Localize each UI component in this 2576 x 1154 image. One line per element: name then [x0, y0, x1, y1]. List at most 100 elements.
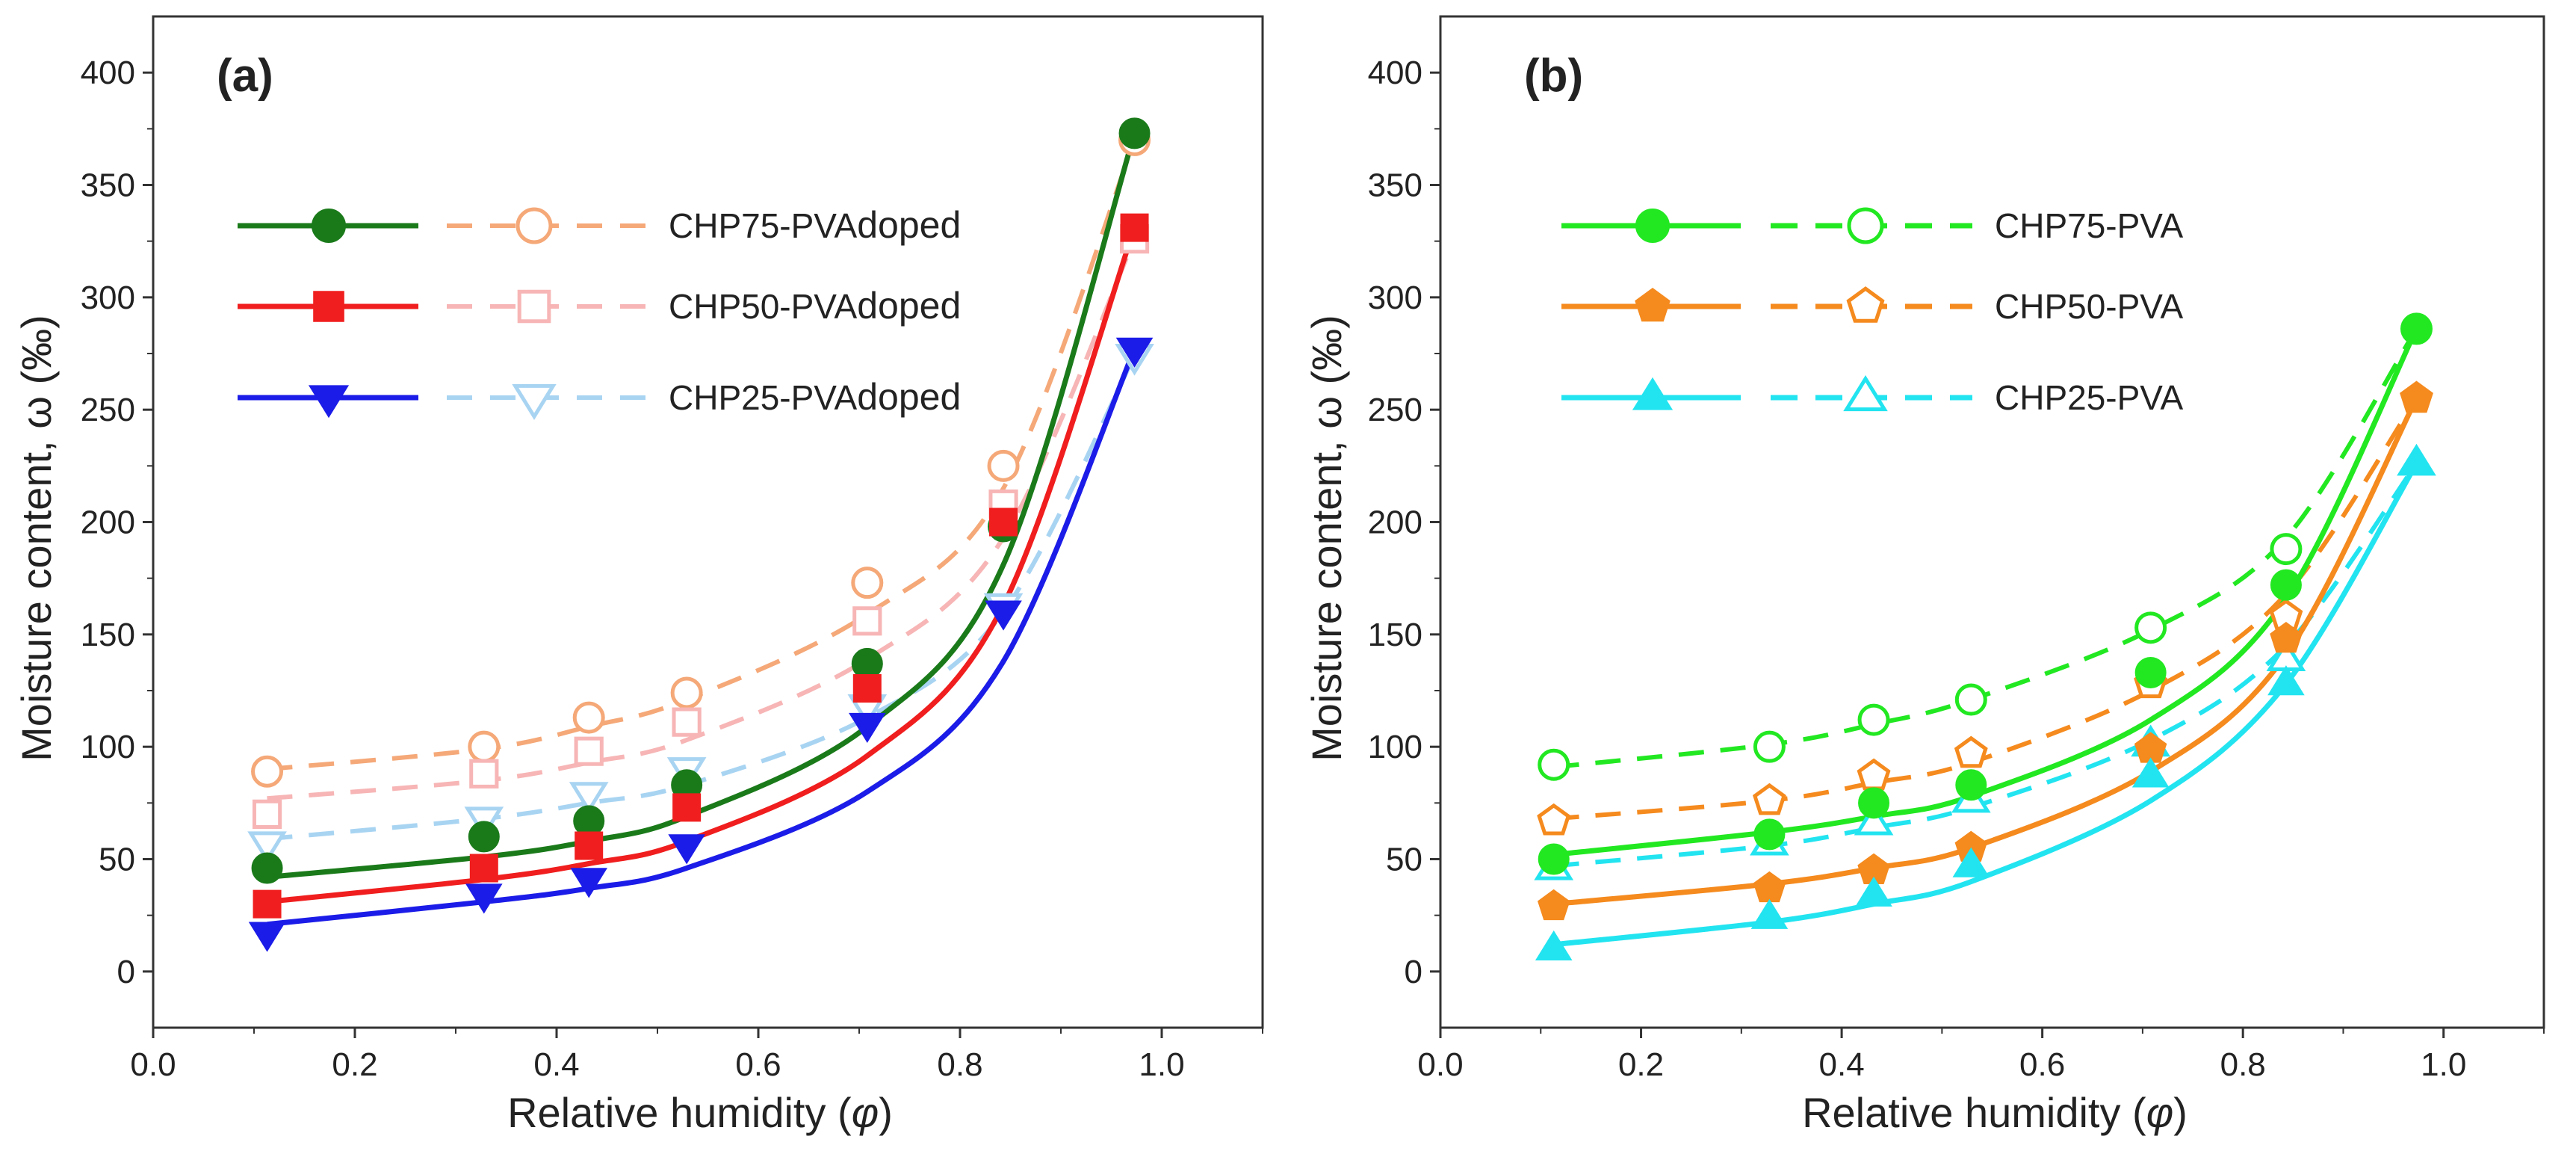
- panel-a-point-dashed-1: [253, 757, 282, 786]
- panel-a-point-solid-1: [574, 806, 604, 836]
- panel-b-xlabel-close: ): [2173, 1089, 2188, 1136]
- panel-a-point-solid-1: [253, 854, 282, 883]
- panel-a-point-dashed-2: [254, 801, 279, 827]
- legend-a-label-2: CHP50-PVAdoped: [669, 285, 961, 327]
- panel-b-xtick-label: 0.4: [1819, 1046, 1865, 1083]
- legend-a-label-2-suffix: doped: [857, 285, 961, 327]
- panel-b-xtick-label: 0.8: [2220, 1046, 2266, 1083]
- panel-a-ytick-label: 100: [81, 729, 135, 765]
- legend-b-label-3: CHP25-PVA: [1995, 378, 2184, 417]
- panel-a-label: (a): [217, 50, 273, 102]
- legend-b-marker-solid-1: [1636, 209, 1669, 242]
- panel-a-ytick-label: 300: [81, 280, 135, 316]
- panel-b-point-dashed-1: [1957, 685, 1985, 714]
- panel-b-point-solid-1: [2136, 658, 2166, 688]
- panel-a-ytick-label: 50: [99, 842, 135, 878]
- panel-b-xtick-label: 0.6: [2019, 1046, 2065, 1083]
- panel-a-point-dashed-2: [674, 709, 699, 735]
- panel-a-point-solid-1: [469, 821, 499, 851]
- legend-b-marker-solid-shape-1: [1636, 209, 1669, 242]
- panel-a-ytick-label: 400: [81, 55, 135, 91]
- panel-b-ytick-label: 150: [1368, 617, 1422, 653]
- legend-a-marker-solid-1: [312, 209, 345, 242]
- panel-b-ytick-label: 350: [1368, 167, 1422, 204]
- panel-a-xlabel-main: Relative humidity (: [507, 1089, 852, 1136]
- legend-a-marker-dashed-1: [518, 209, 551, 242]
- panel-b-ytick-label: 0: [1405, 954, 1422, 990]
- panel-a-point-solid-1: [1120, 118, 1150, 148]
- legend-a-label-1-main: CHP75-PVA: [669, 206, 858, 245]
- legend-b-label-1: CHP75-PVA: [1995, 206, 2184, 245]
- panel-b-ytick-label: 50: [1386, 842, 1422, 878]
- legend-b-row-1: CHP75-PVA: [1561, 206, 2184, 245]
- panel-a-point-solid-1: [852, 649, 882, 679]
- panel-a-point-dashed-1: [672, 679, 701, 707]
- legend-a-marker-solid-2: [314, 291, 344, 321]
- legend-b-marker-dashed-1: [1849, 209, 1882, 242]
- panel-b-label: (b): [1524, 50, 1583, 102]
- panel-a-ylabel: Moisture content, ω (‰): [13, 315, 60, 762]
- figure: Moisture content, ω (‰) (a) Relative hum…: [0, 0, 2576, 1154]
- legend-a-marker-dashed-shape-1: [518, 209, 551, 242]
- panel-a-xtick-label: 1.0: [1139, 1046, 1184, 1083]
- panel-b-ytick-label: 300: [1368, 280, 1422, 316]
- panel-b-point-solid-1: [2271, 570, 2301, 600]
- panel-a-ytick-label: 350: [81, 167, 135, 204]
- panel-b-ytick-label: 200: [1368, 505, 1422, 541]
- panel-b-ylabel: Moisture content, ω (‰): [1303, 315, 1350, 762]
- legend-b-label-2: CHP50-PVA: [1995, 287, 2184, 326]
- panel-a-point-dashed-1: [470, 732, 498, 761]
- panel-a-point-solid-2: [575, 832, 602, 859]
- panel-a-ytick-label: 150: [81, 617, 135, 653]
- panel-a-ylabel-text: Moisture content, ω (‰): [13, 315, 60, 762]
- panel-b-ylabel-text: Moisture content, ω (‰): [1303, 315, 1350, 762]
- figure-background: [0, 0, 2576, 1154]
- panel-b-point-dashed-1: [2272, 535, 2300, 564]
- panel-a-point-solid-2: [990, 509, 1017, 536]
- legend-a-marker-solid-shape-1: [312, 209, 345, 242]
- panel-b-xtick-label: 0.0: [1417, 1046, 1463, 1083]
- panel-a-xtick-label: 0.6: [735, 1046, 781, 1083]
- panel-b-ytick-label: 400: [1368, 55, 1422, 91]
- panel-b-point-dashed-1: [1540, 750, 1568, 779]
- panel-b-xlabel: Relative humidity (φ): [1802, 1089, 2188, 1136]
- legend-a-marker-dashed-shape-2: [519, 291, 549, 321]
- legend-a-label-1-suffix: doped: [857, 204, 961, 246]
- panel-a-ytick-label: 250: [81, 392, 135, 428]
- panel-a-point-dashed-1: [989, 451, 1018, 480]
- panel-b-point-solid-1: [1859, 788, 1889, 818]
- panel-a-xtick-label: 0.8: [937, 1046, 982, 1083]
- panel-a-xtick-label: 0.4: [533, 1046, 579, 1083]
- legend-a-label-3: CHP25-PVAdoped: [669, 376, 961, 418]
- panel-b-xlabel-main: Relative humidity (: [1802, 1089, 2146, 1136]
- panel-a-point-solid-2: [854, 675, 881, 702]
- legend-b-marker-dashed-shape-1: [1849, 209, 1882, 242]
- panel-a-xtick-label: 0.2: [332, 1046, 377, 1083]
- legend-b-row-2: CHP50-PVA: [1561, 287, 2184, 326]
- panel-a-point-solid-2: [673, 794, 700, 821]
- panel-b-point-dashed-1: [1755, 732, 1783, 761]
- panel-a-ytick-label: 200: [81, 505, 135, 541]
- panel-b-ytick-label: 250: [1368, 392, 1422, 428]
- legend-a-label-3-main: CHP25-PVA: [669, 378, 858, 417]
- legend-a-label-1: CHP75-PVAdoped: [669, 204, 961, 246]
- panel-b-point-dashed-1: [1860, 706, 1888, 734]
- panel-b-xtick-label: 1.0: [2421, 1046, 2466, 1083]
- panel-a-point-dashed-1: [853, 569, 882, 597]
- panel-a-point-dashed-2: [576, 738, 601, 764]
- panel-a-point-solid-2: [1121, 215, 1148, 241]
- panel-b-ytick-label: 100: [1368, 729, 1422, 765]
- panel-b-point-dashed-1: [2137, 614, 2165, 642]
- panel-a-xtick-label: 0.0: [130, 1046, 176, 1083]
- panel-a-xlabel: Relative humidity (φ): [507, 1089, 893, 1136]
- panel-a-xlabel-close: ): [879, 1089, 893, 1136]
- panel-a-point-dashed-2: [471, 761, 497, 786]
- panel-b-point-solid-1: [1956, 770, 1986, 800]
- panel-a-point-dashed-1: [575, 703, 603, 732]
- legend-a-marker-solid-shape-2: [314, 291, 344, 321]
- panel-a-point-solid-2: [254, 891, 281, 918]
- panel-a-point-solid-2: [471, 855, 498, 882]
- legend-a-label-2-main: CHP50-PVA: [669, 287, 858, 326]
- panel-a-xlabel-symbol: φ: [852, 1089, 879, 1136]
- legend-a-label-3-suffix: doped: [857, 376, 961, 418]
